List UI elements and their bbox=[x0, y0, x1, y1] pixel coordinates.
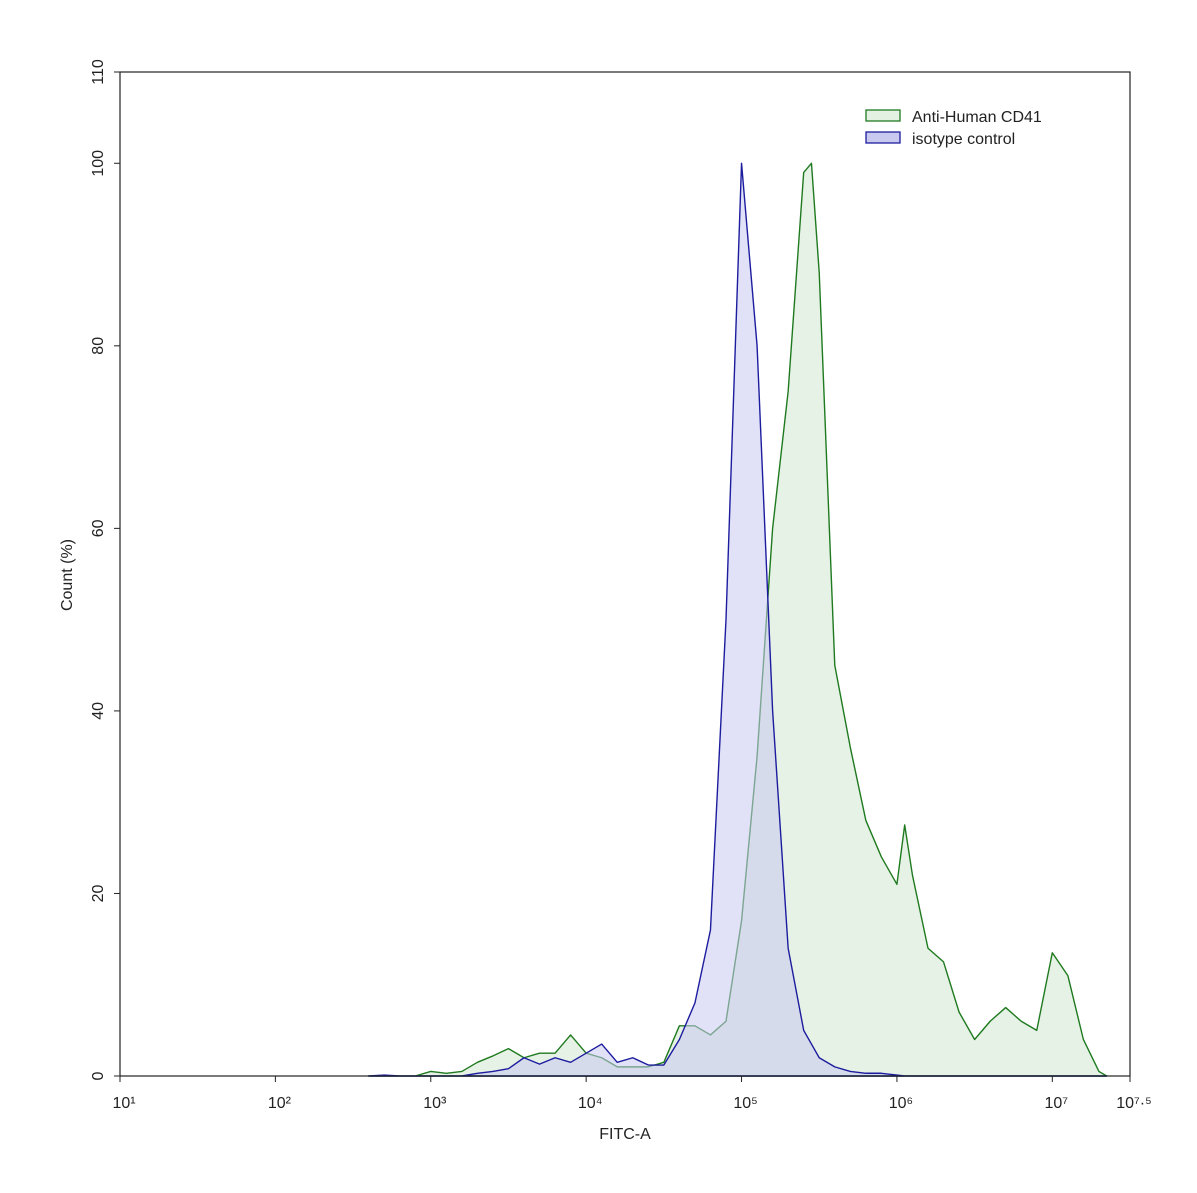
y-tick-label: 60 bbox=[90, 519, 107, 537]
legend-label: Anti-Human CD41 bbox=[912, 109, 1042, 126]
x-axis-label: FITC-A bbox=[599, 1126, 651, 1143]
y-tick-label: 20 bbox=[90, 884, 107, 902]
x-tick-label: 10⁴ bbox=[578, 1095, 603, 1112]
y-tick-label: 100 bbox=[90, 150, 107, 177]
x-tick-label: 10⁵ bbox=[733, 1095, 757, 1112]
y-tick-label: 110 bbox=[90, 59, 107, 85]
y-tick-label: 80 bbox=[90, 337, 107, 355]
x-tick-label: 10⁷ bbox=[1045, 1095, 1069, 1112]
legend-swatch bbox=[865, 109, 901, 122]
y-axis-label: Count (%) bbox=[59, 539, 76, 611]
x-tick-label: 10¹ bbox=[112, 1095, 135, 1112]
legend-label: isotype control bbox=[912, 131, 1015, 148]
legend-swatch bbox=[865, 131, 901, 144]
x-tick-label: 10³ bbox=[423, 1095, 447, 1112]
plot-frame bbox=[119, 71, 1131, 1077]
y-tick-label: 40 bbox=[90, 702, 107, 720]
x-tick-label: 10² bbox=[268, 1095, 292, 1112]
x-tick-label: 10⁷·⁵ bbox=[1116, 1095, 1152, 1112]
x-tick-label: 10⁶ bbox=[889, 1095, 913, 1112]
y-tick-label: 0 bbox=[90, 1071, 107, 1080]
